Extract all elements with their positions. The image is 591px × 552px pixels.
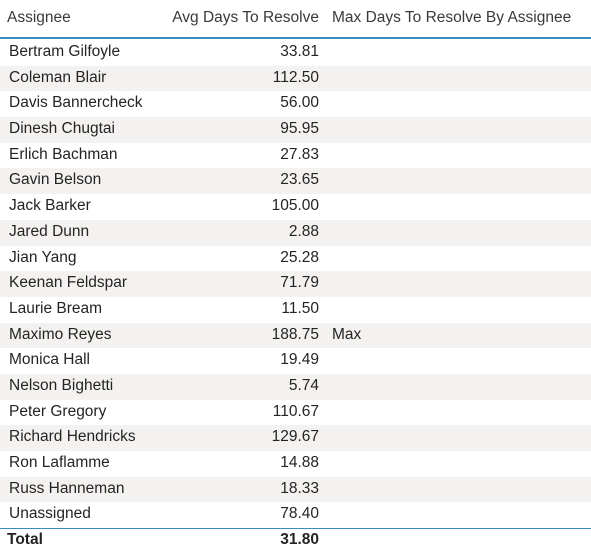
table-row[interactable]: Jian Yang 25.28 xyxy=(0,246,591,272)
assignee-cell: Jack Barker xyxy=(9,197,91,215)
avg-days-cell: 78.40 xyxy=(280,505,319,523)
assignee-cell: Russ Hanneman xyxy=(9,479,125,497)
assignee-cell: Dinesh Chugtai xyxy=(9,120,115,138)
assignee-cell: Erlich Bachman xyxy=(9,145,118,163)
assignee-cell: Davis Bannercheck xyxy=(9,94,143,112)
assignee-cell: Jared Dunn xyxy=(9,222,90,240)
table-row[interactable]: Gavin Belson 23.65 xyxy=(0,168,591,195)
table-row[interactable]: Jared Dunn 2.88 xyxy=(0,219,591,246)
assignee-cell: Nelson Bighetti xyxy=(9,376,114,394)
assignee-cell: Jian Yang xyxy=(9,248,77,266)
avg-days-cell: 5.74 xyxy=(288,376,319,394)
avg-days-cell: 188.75 xyxy=(271,325,319,343)
total-divider xyxy=(0,528,591,529)
assignee-cell: Richard Hendricks xyxy=(9,428,136,446)
assignee-cell: Bertram Gilfoyle xyxy=(9,43,121,60)
avg-days-cell: 95.95 xyxy=(280,120,319,138)
avg-days-cell: 23.65 xyxy=(280,171,319,189)
total-avg-value: 31.80 xyxy=(280,531,319,548)
table-row[interactable]: Keenan Feldspar 71.79 xyxy=(0,271,591,297)
avg-days-cell: 11.50 xyxy=(281,299,319,317)
avg-days-cell: 27.83 xyxy=(280,145,319,163)
table-row[interactable]: Ron Laflamme 14.88 xyxy=(0,451,591,477)
table-row[interactable]: Russ Hanneman 18.33 xyxy=(0,476,591,503)
avg-days-cell: 71.79 xyxy=(280,274,319,292)
table-row[interactable]: Unassigned 78.40 xyxy=(0,502,591,528)
total-row: Total 31.80 xyxy=(0,529,591,552)
column-header-max-days[interactable]: Max Days To Resolve By Assignee xyxy=(332,9,572,26)
avg-days-cell: 2.88 xyxy=(288,222,319,240)
avg-days-cell: 33.81 xyxy=(280,43,319,60)
table-body: Bertram Gilfoyle 33.81 Coleman Blair 112.50… xyxy=(0,40,591,528)
table-row[interactable]: Nelson Bighetti 5.74 xyxy=(0,373,591,400)
assignee-cell: Coleman Blair xyxy=(9,68,107,86)
avg-days-cell: 105.00 xyxy=(271,197,319,215)
total-label: Total xyxy=(7,531,43,548)
table-row[interactable]: Laurie Bream 11.50 xyxy=(0,297,591,323)
table-row[interactable]: Coleman Blair 112.50 xyxy=(0,65,591,92)
table-row[interactable]: Monica Hall 19.49 xyxy=(0,348,591,374)
avg-days-cell: 56.00 xyxy=(280,94,319,112)
avg-days-cell: 110.67 xyxy=(272,402,319,420)
table-row[interactable]: Dinesh Chugtai 95.95 xyxy=(0,117,591,143)
assignee-cell: Keenan Feldspar xyxy=(9,274,128,292)
assignee-cell: Monica Hall xyxy=(9,351,90,369)
assignee-cell: Unassigned xyxy=(9,505,91,523)
table-row[interactable]: Jack Barker 105.00 xyxy=(0,194,591,220)
table-row[interactable]: Erlich Bachman 27.83 xyxy=(0,143,591,169)
table-row[interactable]: Richard Hendricks 129.67 xyxy=(0,425,591,451)
avg-days-cell: 18.33 xyxy=(280,479,319,497)
table-row[interactable]: Peter Gregory 110.67 xyxy=(0,400,591,426)
assignee-cell: Laurie Bream xyxy=(9,299,103,317)
table-header: Assignee Avg Days To Resolve Max Days To… xyxy=(0,0,591,39)
table-row[interactable]: Bertram Gilfoyle 33.81 xyxy=(0,40,591,66)
column-header-avg-days[interactable]: Avg Days To Resolve xyxy=(172,9,319,26)
assignee-cell: Maximo Reyes xyxy=(9,325,112,343)
avg-days-cell: 112.50 xyxy=(272,68,319,86)
column-header-assignee[interactable]: Assignee xyxy=(7,9,71,26)
table-row[interactable]: Maximo Reyes 188.75 Max xyxy=(0,322,591,349)
assignee-cell: Peter Gregory xyxy=(9,402,107,420)
avg-days-cell: 14.88 xyxy=(280,454,319,471)
table-row[interactable]: Davis Bannercheck 56.00 xyxy=(0,91,591,117)
max-days-cell: Max xyxy=(332,325,362,343)
assignee-cell: Gavin Belson xyxy=(9,171,102,189)
assignee-cell: Ron Laflamme xyxy=(9,454,110,471)
avg-days-cell: 25.28 xyxy=(280,248,319,266)
avg-days-cell: 19.49 xyxy=(280,351,319,369)
avg-days-cell: 129.67 xyxy=(271,428,319,446)
